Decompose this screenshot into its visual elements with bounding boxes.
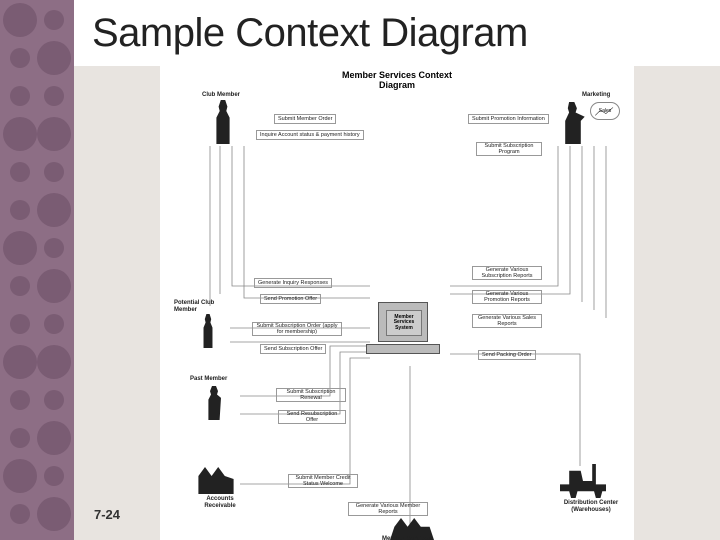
accounts-receivable-label: Accounts Receivable — [190, 496, 250, 509]
decorative-dot — [37, 345, 71, 379]
decorative-dot — [37, 41, 71, 75]
decorative-dot — [37, 269, 71, 303]
forklift-icon — [560, 464, 606, 498]
flow-generate-subscription-reports: Generate Various Subscription Reports — [472, 266, 542, 280]
decorative-dot — [10, 86, 30, 106]
decorative-dot — [3, 459, 37, 493]
flow-submit-subscription-program: Submit Subscription Program — [476, 142, 542, 156]
flow-generate-sales-reports: Generate Various Sales Reports — [472, 314, 542, 328]
keyboard-icon — [366, 344, 440, 354]
decorative-dot — [10, 200, 30, 220]
diagram-title-line2: Diagram — [160, 80, 634, 90]
distribution-label: Distribution Center (Warehouses) — [556, 500, 626, 513]
content-area: Member Services Context Diagram — [74, 66, 720, 540]
decorative-dot — [10, 390, 30, 410]
flow-send-subscription-offer: Send Subscription Offer — [260, 344, 326, 354]
decorative-dot — [44, 162, 64, 182]
club-member-label: Club Member — [202, 92, 240, 99]
decorative-dot — [44, 314, 64, 334]
diagram-title-line1: Member Services Context — [160, 70, 634, 80]
sales-bubble: Sales — [590, 102, 620, 120]
center-system-label: Member Services System — [387, 315, 421, 332]
flow-submit-credit-status: Submit Member Credit Status Welcome — [288, 474, 358, 488]
marketing-label: Marketing — [582, 92, 610, 99]
decorative-dot — [10, 276, 30, 296]
past-member-icon — [204, 386, 224, 420]
decorative-dot — [44, 466, 64, 486]
decorative-dot — [37, 497, 71, 531]
marketing-icon — [560, 102, 586, 144]
flow-submit-member-order: Submit Member Order — [274, 114, 336, 124]
past-member-label: Past Member — [190, 376, 227, 383]
member-services-label: Member Services — [382, 536, 431, 540]
flow-send-resubscription: Send Resubscription Offer — [278, 410, 346, 424]
flow-send-packing-order: Send Packing Order — [478, 350, 536, 360]
decorative-dot — [10, 162, 30, 182]
center-system-box: Member Services System — [386, 310, 422, 336]
flow-generate-promotion-reports: Generate Various Promotion Reports — [472, 290, 542, 304]
decorative-dot — [44, 238, 64, 258]
decorative-dot — [10, 48, 30, 68]
flow-send-promotion: Send Promotion Offer — [260, 294, 321, 304]
potential-member-label: Potential Club Member — [174, 300, 234, 313]
decorative-dot — [44, 10, 64, 30]
flow-inquire-account: Inquire Account status & payment history — [256, 130, 364, 140]
potential-member-icon — [200, 314, 216, 348]
flow-generate-inquiry: Generate Inquiry Responses — [254, 278, 332, 288]
decorative-dot — [10, 314, 30, 334]
decorative-dot — [37, 117, 71, 151]
club-member-icon — [212, 100, 234, 144]
flow-submit-subscription: Submit Subscription Order (apply for mem… — [252, 322, 342, 336]
decorative-dot — [44, 86, 64, 106]
decorative-dot — [37, 193, 71, 227]
flow-submit-sub-renewal: Submit Subscription Renewal — [276, 388, 346, 402]
slide: Sample Context Diagram Member Services C… — [0, 0, 720, 540]
slide-title: Sample Context Diagram — [92, 11, 528, 56]
decorative-dot — [3, 231, 37, 265]
title-bar: Sample Context Diagram — [74, 0, 720, 66]
decorative-dot — [3, 117, 37, 151]
decorative-dot — [3, 345, 37, 379]
flow-submit-promotion-info: Submit Promotion Information — [468, 114, 549, 124]
decorative-dot — [10, 504, 30, 524]
page-number: 7-24 — [94, 507, 120, 522]
context-diagram-panel: Member Services Context Diagram — [160, 66, 634, 540]
decorative-dot — [3, 3, 37, 37]
flow-generate-member-reports: Generate Various Member Reports — [348, 502, 428, 516]
decorative-dot — [10, 428, 30, 448]
decorative-left-strip — [0, 0, 74, 540]
decorative-dot — [37, 421, 71, 455]
decorative-dot — [44, 390, 64, 410]
accounts-receivable-icon — [194, 464, 238, 494]
